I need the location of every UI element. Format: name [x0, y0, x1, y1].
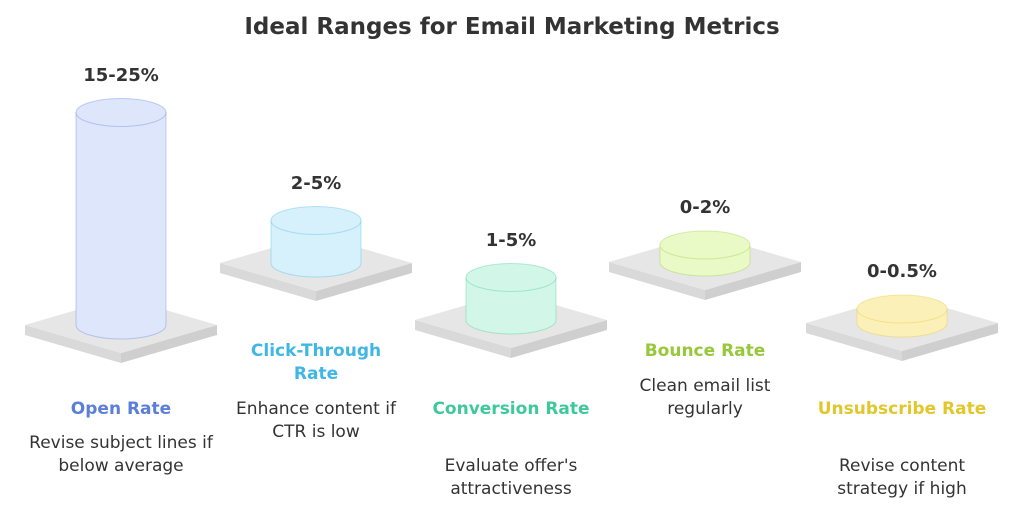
metric-name-open-rate: Open Rate: [70, 399, 172, 419]
cylinder-body-conversion-rate: [465, 277, 557, 335]
metric-name-unsubscribe-rate: Unsubscribe Rate: [817, 399, 987, 419]
advice-click-through-rate: Enhance content if CTR is low: [236, 399, 396, 442]
chart-title: Ideal Ranges for Email Marketing Metrics: [244, 14, 780, 40]
advice-conversion-rate: Evaluate offer's attractiveness: [444, 456, 578, 499]
advice-bounce-rate: Clean email list regularly: [639, 376, 771, 419]
advice-open-rate: Revise subject lines if below average: [29, 433, 213, 476]
value-label-click-through-rate: 2-5%: [290, 172, 342, 194]
cylinder-top-conversion-rate: [465, 263, 557, 292]
value-label-open-rate: 15-25%: [83, 64, 159, 86]
platform-left-unsubscribe-rate: [806, 323, 902, 361]
advice-unsubscribe-rate: Revise content strategy if high: [837, 456, 967, 499]
cylinder-body-click-through-rate: [270, 220, 362, 278]
platform-right-conversion-rate: [511, 320, 607, 358]
metric-name-click-through-rate: Click-Through Rate: [250, 341, 382, 384]
cylinder-top-unsubscribe-rate: [856, 294, 948, 324]
metric-name-bounce-rate: Bounce Rate: [644, 341, 766, 361]
platform-right-unsubscribe-rate: [902, 323, 998, 361]
cylinder-top-click-through-rate: [270, 206, 362, 235]
cylinder-top-open-rate: [75, 98, 167, 127]
value-label-unsubscribe-rate: 0-0.5%: [867, 261, 937, 282]
platform-right-open-rate: [121, 325, 217, 363]
value-label-conversion-rate: 1-5%: [485, 229, 537, 251]
cylinder-top-bounce-rate: [659, 230, 751, 260]
platform-left-click-through-rate: [220, 263, 316, 301]
platform-left-bounce-rate: [609, 262, 705, 300]
cylinder-body-open-rate: [75, 112, 167, 340]
platform-left-open-rate: [25, 325, 121, 363]
platform-right-click-through-rate: [316, 263, 412, 301]
platform-right-bounce-rate: [705, 262, 801, 300]
metric-name-conversion-rate: Conversion Rate: [432, 399, 590, 419]
value-label-bounce-rate: 0-2%: [679, 197, 731, 218]
platform-left-conversion-rate: [415, 320, 511, 358]
